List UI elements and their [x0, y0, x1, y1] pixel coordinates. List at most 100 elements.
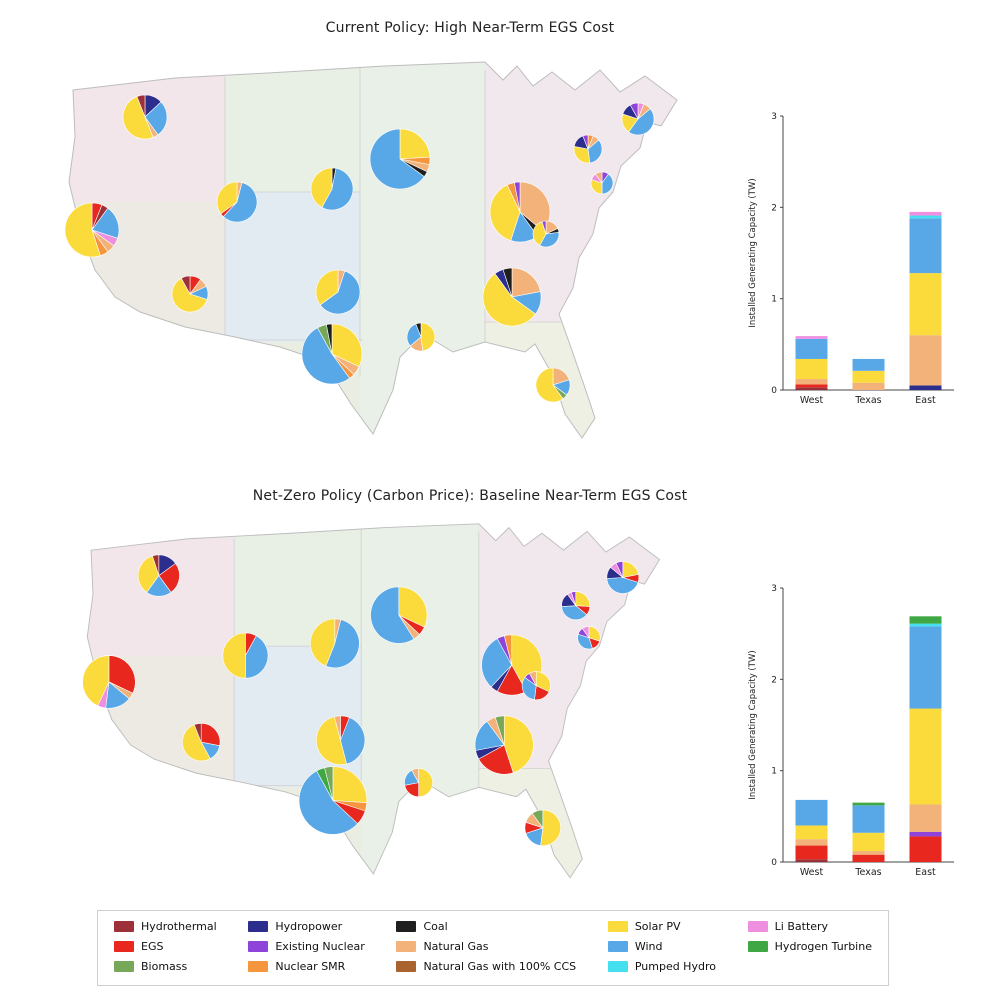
legend-label: Hydropower — [275, 920, 343, 933]
pie-layer-0 — [64, 94, 655, 403]
legend-swatch-solar-pv — [607, 921, 628, 932]
pie-central-plains — [315, 269, 361, 315]
pie-pa-nj — [590, 171, 614, 195]
legend-swatch-hydrothermal — [114, 921, 134, 932]
legend-swatch-existing-nuclear — [248, 941, 269, 952]
bar-east — [909, 616, 942, 862]
pie-slice-hydrothermal — [180, 275, 191, 295]
pie-new-england — [621, 102, 655, 136]
pie-slice-natural-gas — [511, 267, 541, 298]
pie-slice-wind — [561, 605, 588, 621]
bar-segment-li-battery — [795, 336, 828, 339]
pie-slice-biomass — [494, 715, 505, 746]
legend: Hydrothermal EGS Biomass Hydropower Existing… — [97, 910, 889, 986]
pie-northern-plains — [310, 167, 354, 211]
pie-slice-coal — [415, 322, 422, 338]
legend-swatch-pumped-hydro — [607, 961, 628, 972]
bar-segment-pumped-hydro — [909, 215, 942, 219]
legend-label: Solar PV — [634, 920, 681, 933]
pie-mountain — [222, 632, 269, 679]
legend-label: Li Battery — [774, 920, 829, 933]
bar-segment-solar-pv — [852, 832, 885, 852]
pie-slice-wind — [301, 327, 351, 385]
bar-segment-hydrogen-turbine — [909, 616, 942, 624]
pie-slice-existing-nuclear — [571, 591, 577, 606]
map-1 — [82, 523, 660, 879]
pie-upper-midwest — [369, 128, 431, 190]
legend-column: Hydropower Existing Nuclear Nuclear SMR — [248, 920, 365, 973]
panel-2-title: Net-Zero Policy (Carbon Price): Baseline… — [252, 488, 688, 504]
bar-ylabel: Installed Generating Capacity (TW) — [748, 650, 758, 799]
pie-slice-solar-pv — [573, 146, 591, 164]
x-tick-label: Texas — [854, 395, 881, 406]
pie-slice-solar-pv — [482, 273, 536, 327]
pie-slice-solar-pv — [310, 618, 336, 667]
pie-pacific-northwest — [122, 94, 168, 140]
pie-slice-egs — [478, 744, 514, 775]
pie-slice-wind — [325, 619, 360, 669]
bar-segment-hydrothermal — [795, 387, 828, 390]
legend-column: Solar PV Wind Pumped Hydro — [607, 920, 716, 973]
pie-central-plains — [316, 715, 366, 765]
pie-slice-solar-pv — [535, 367, 564, 403]
bar-segment-wind — [909, 626, 942, 709]
pie-slice-natural-gas — [411, 768, 419, 783]
map-0 — [64, 61, 678, 439]
pie-slice-wind — [370, 586, 415, 644]
pie-mid-atlantic — [532, 220, 560, 248]
pie-slice-wind — [340, 717, 366, 765]
bar-ylabel: Installed Generating Capacity (TW) — [748, 178, 758, 327]
x-tick-label: East — [915, 867, 936, 878]
pie-new-england — [606, 561, 640, 594]
pie-slice-solar-pv — [137, 555, 160, 593]
pie-slice-solar-pv — [171, 277, 208, 313]
legend-item-hydrothermal: Hydrothermal — [114, 920, 217, 933]
pie-upper-midwest — [370, 586, 428, 644]
bar-west — [795, 799, 828, 862]
legend-column: Hydrothermal EGS Biomass — [114, 920, 217, 973]
pie-slice-solar-pv — [332, 766, 368, 803]
bar-segment-hydrogen-turbine — [852, 802, 885, 806]
pie-slice-wind — [601, 173, 614, 195]
pie-slice-solar-pv — [316, 716, 347, 765]
pie-slice-existing-nuclear — [541, 220, 547, 235]
legend-column: Li Battery Hydrogen Turbine — [747, 920, 872, 953]
legend-label: Hydrothermal — [141, 920, 217, 933]
legend-item-hydropower: Hydropower — [248, 920, 364, 933]
pie-slice-solar-pv — [182, 724, 211, 762]
legend-item-solar-pv: Solar PV — [607, 920, 716, 933]
pie-slice-solar-pv — [399, 128, 431, 160]
legend-swatch-hydropower — [248, 921, 269, 932]
bar-segment-solar-pv — [909, 273, 942, 336]
pie-slice-wind — [606, 577, 639, 594]
pie-slice-solar-pv — [532, 221, 547, 246]
pie-slice-wind — [222, 182, 258, 223]
legend-item-wind: Wind — [607, 940, 716, 953]
pie-slice-solar-pv — [420, 322, 436, 352]
pie-slice-solar-pv — [310, 167, 333, 208]
x-tick-label: East — [915, 395, 936, 406]
pie-slice-solar-pv — [64, 202, 101, 258]
pie-slice-existing-nuclear — [514, 181, 521, 213]
legend-item-biomass: Biomass — [114, 960, 217, 973]
bar-segment-wind — [852, 358, 885, 371]
pie-mountain — [216, 181, 258, 223]
pie-slice-existing-nuclear — [629, 102, 639, 120]
legend-label: Pumped Hydro — [634, 960, 716, 973]
pie-ozarks — [406, 322, 436, 352]
pie-southeast — [474, 715, 534, 775]
legend-label: Hydrogen Turbine — [774, 940, 872, 953]
legend-item-li-battery: Li Battery — [747, 920, 872, 933]
pie-midwest — [489, 181, 551, 243]
bar-east — [909, 211, 942, 390]
y-tick-label: 3 — [771, 584, 777, 594]
pie-new-york — [561, 591, 591, 621]
pie-slice-wind — [369, 128, 425, 190]
y-tick-label: 0 — [771, 858, 777, 868]
pie-slice-wind — [587, 139, 603, 164]
pie-slice-egs — [200, 723, 221, 747]
legend-swatch-nuclear-smr — [248, 961, 269, 972]
legend-label: Natural Gas — [423, 940, 489, 953]
pie-southeast — [482, 267, 542, 327]
pie-slice-coal — [502, 267, 513, 298]
